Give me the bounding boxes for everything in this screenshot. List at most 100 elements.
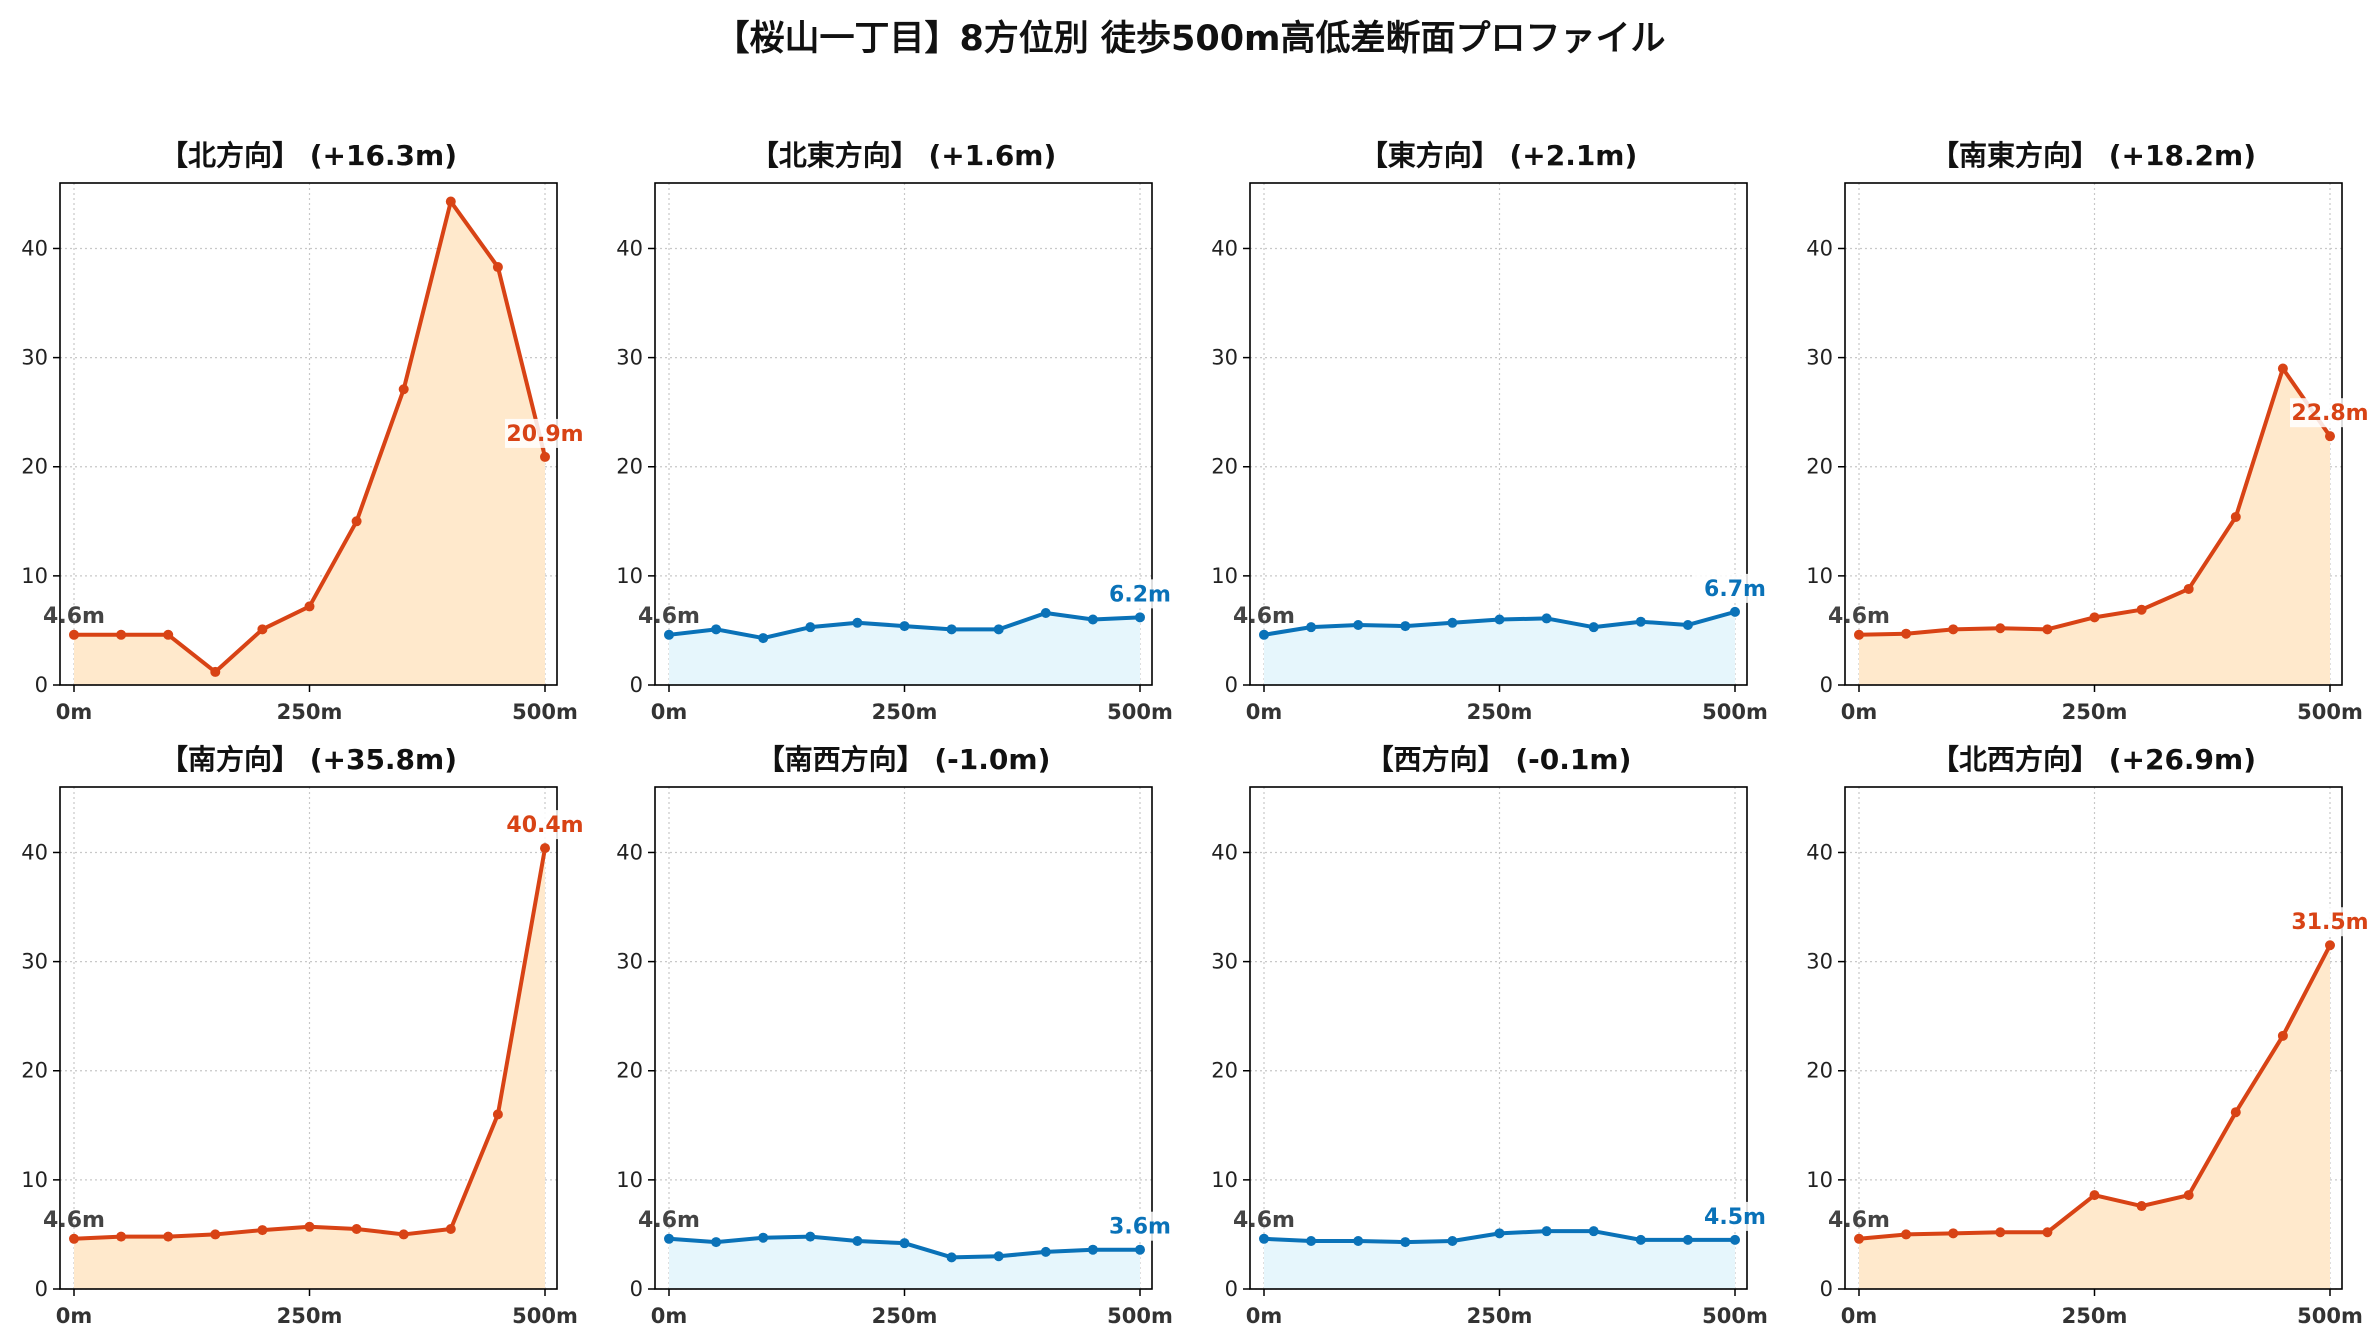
data-point	[758, 1232, 769, 1243]
panel-title: 【東方向】 (+2.1m)	[1360, 139, 1638, 172]
y-tick-label: 40	[21, 236, 48, 260]
chart-panel-2: 0 10 20 30 40 0m 250m 500m 【東方向】 (+2.1m) 4.6m 6.7m	[1211, 139, 1775, 724]
x-tick-label: 250m	[872, 700, 938, 724]
data-point	[1447, 1235, 1458, 1246]
data-point	[2277, 1030, 2288, 1041]
chart-panel-0: 0 10 20 30 40 0m 250m 500m 【北方向】 (+16.3m) 4.6m 20.…	[21, 139, 585, 724]
x-tick-label: 250m	[2062, 700, 2128, 724]
x-tick-label: 500m	[512, 700, 578, 724]
data-point	[1588, 622, 1599, 633]
chart-panel-6: 0 10 20 30 40 0m 250m 500m 【西方向】 (-0.1m) 4.6m 4.5m	[1211, 743, 1775, 1328]
area-fill	[669, 612, 1140, 685]
data-point	[2136, 604, 2147, 615]
data-point	[711, 624, 722, 635]
end-elevation-label: 31.5m	[2291, 910, 2368, 935]
plot-frame	[1249, 182, 1748, 686]
chart-panel-3: 0 10 20 30 40 0m 250m 500m 【南東方向】 (+18.2m) 4.6m 22…	[1806, 139, 2370, 724]
area-fill	[669, 1236, 1140, 1289]
data-point	[1040, 1246, 1051, 1257]
panel-title: 【西方向】 (-0.1m)	[1366, 743, 1632, 776]
data-point	[1948, 1228, 1959, 1239]
data-point	[116, 1231, 127, 1242]
end-label-background	[1100, 1211, 1180, 1241]
data-point	[805, 1231, 816, 1242]
x-tick-label: 250m	[277, 1304, 343, 1328]
y-tick-label: 20	[616, 1059, 643, 1083]
area-fill	[74, 201, 545, 685]
panel-title: 【南東方向】 (+18.2m)	[1931, 139, 2256, 172]
y-tick-label: 10	[21, 1168, 48, 1192]
y-tick-label: 30	[1211, 346, 1238, 370]
start-elevation-label: 4.6m	[43, 1208, 105, 1233]
area-fill	[1264, 1231, 1735, 1289]
chart-panel-5: 0 10 20 30 40 0m 250m 500m 【南西方向】 (-1.0m) 4.6m 3.6…	[616, 743, 1180, 1328]
y-tick-label: 0	[1225, 673, 1238, 697]
data-point	[1588, 1226, 1599, 1237]
x-tick-label: 500m	[1702, 700, 1768, 724]
data-point	[1730, 606, 1740, 617]
x-tick-label: 0m	[56, 700, 93, 724]
data-point	[1494, 1228, 1505, 1239]
data-point	[492, 262, 503, 273]
start-elevation-label: 4.6m	[43, 604, 105, 629]
y-tick-label: 30	[21, 950, 48, 974]
x-tick-label: 250m	[1467, 700, 1533, 724]
end-label-background	[505, 418, 585, 448]
end-label-background	[505, 810, 585, 840]
data-point	[852, 1235, 863, 1246]
start-elevation-label: 4.6m	[638, 604, 700, 629]
data-point	[946, 624, 957, 635]
area-fill	[1859, 368, 2330, 685]
data-point	[163, 629, 174, 640]
data-point	[1901, 628, 1912, 639]
data-point	[664, 629, 674, 640]
data-point	[2230, 1107, 2241, 1118]
y-tick-label: 30	[1211, 950, 1238, 974]
y-tick-label: 0	[35, 1277, 48, 1301]
x-tick-label: 0m	[1841, 1304, 1878, 1328]
y-tick-label: 40	[1806, 236, 1833, 260]
x-tick-label: 250m	[2062, 1304, 2128, 1328]
y-tick-label: 30	[1806, 346, 1833, 370]
data-point	[116, 629, 127, 640]
data-point	[69, 1233, 79, 1244]
end-elevation-label: 4.5m	[1704, 1205, 1766, 1230]
data-point	[993, 624, 1004, 635]
start-elevation-label: 4.6m	[1828, 1208, 1890, 1233]
data-point	[1948, 624, 1959, 635]
y-tick-label: 10	[1211, 564, 1238, 588]
data-point	[1135, 1244, 1145, 1255]
data-point	[1854, 1233, 1864, 1244]
end-elevation-label: 6.7m	[1704, 577, 1766, 602]
data-point	[1087, 1244, 1098, 1255]
data-point	[1087, 614, 1098, 625]
data-point	[1400, 621, 1411, 632]
data-point	[1901, 1229, 1912, 1240]
data-point	[2230, 511, 2241, 522]
y-tick-label: 0	[630, 673, 643, 697]
y-tick-label: 20	[1211, 1059, 1238, 1083]
panel-title: 【北方向】 (+16.3m)	[160, 139, 457, 172]
start-elevation-label: 4.6m	[1828, 604, 1890, 629]
plot-frame	[654, 182, 1153, 686]
data-point	[1682, 619, 1693, 630]
data-point	[1494, 614, 1505, 625]
x-tick-label: 500m	[1107, 1304, 1173, 1328]
end-label-background	[1695, 1201, 1775, 1231]
y-tick-label: 20	[21, 455, 48, 479]
end-label-background	[1100, 579, 1180, 609]
data-point	[852, 617, 863, 628]
data-point	[163, 1231, 174, 1242]
panel-title: 【南方向】 (+35.8m)	[160, 743, 457, 776]
panel-title: 【北東方向】 (+1.6m)	[751, 139, 1057, 172]
y-tick-label: 10	[616, 564, 643, 588]
start-elevation-label: 4.6m	[1233, 604, 1295, 629]
data-point	[2136, 1201, 2147, 1212]
data-point	[1306, 1235, 1317, 1246]
data-point	[1353, 619, 1364, 630]
data-point	[2277, 363, 2288, 374]
figure-title: 【桜山一丁目】8方位別 徒歩500m高低差断面プロファイル	[714, 19, 1666, 59]
y-tick-label: 40	[616, 840, 643, 864]
data-point	[2089, 612, 2100, 623]
